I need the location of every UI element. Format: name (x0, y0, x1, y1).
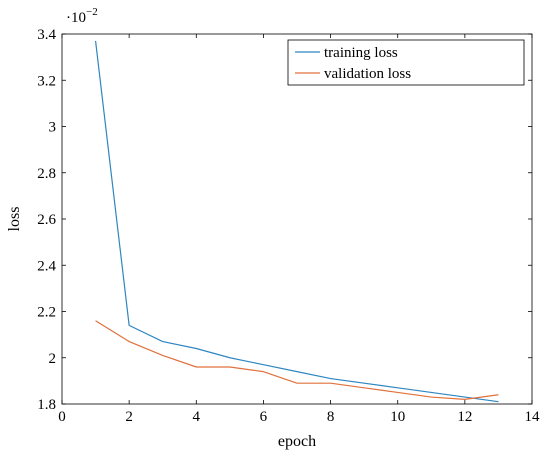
y-axis-label: loss (6, 207, 23, 232)
y-tick-label: 2.4 (37, 258, 56, 274)
y-tick-label: 3.2 (37, 73, 56, 89)
x-tick-label: 12 (457, 409, 472, 425)
x-axis-label: epoch (278, 433, 316, 450)
y-tick-label: 2 (49, 351, 57, 367)
legend: training loss validation loss (287, 39, 525, 86)
series-line-training-loss (94, 40, 499, 403)
y-tick-label: 2.8 (37, 166, 56, 182)
legend-box (287, 39, 525, 86)
x-tick-label: 10 (390, 409, 405, 425)
y-tick-label: 2.2 (37, 305, 56, 321)
y-scale-factor: ·10−2 (66, 6, 98, 26)
x-tick-label: 8 (327, 409, 335, 425)
legend-label: validation loss (324, 66, 411, 82)
x-tick-label: 4 (193, 409, 201, 425)
x-tick-label: 14 (525, 409, 541, 425)
series-line-validation-loss (95, 320, 499, 400)
x-tick-label: 2 (125, 409, 133, 425)
x-tick-label: 6 (260, 409, 268, 425)
x-tick-label: 0 (58, 409, 66, 425)
legend-label: training loss (324, 45, 398, 61)
axes: 0 2 4 6 8 10 12 14 1.8 2 2.2 2.4 2.6 2.8 3 3.2 3.4 epoch l… (6, 6, 540, 450)
y-scale-factor-exponent: −2 (86, 6, 98, 18)
y-tick-label: 3.4 (37, 27, 56, 43)
plot-frame (61, 33, 533, 405)
y-tick-label: 2.6 (37, 212, 56, 228)
y-tick-label: 3 (49, 120, 57, 136)
series-lines (94, 40, 499, 403)
y-tick-label: 1.8 (37, 397, 56, 413)
y-scale-factor-base: ·10 (66, 10, 86, 26)
